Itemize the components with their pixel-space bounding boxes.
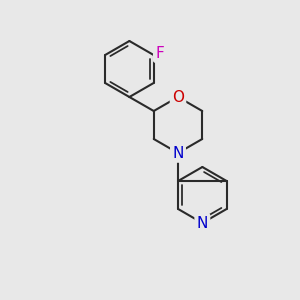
Text: N: N (197, 215, 208, 230)
Text: F: F (155, 46, 164, 61)
Text: N: N (172, 146, 184, 160)
Text: O: O (172, 89, 184, 104)
